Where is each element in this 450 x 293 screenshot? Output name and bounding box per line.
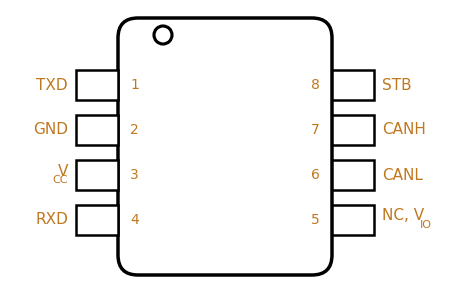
Bar [76, 160, 118, 190]
Text: 3: 3 [130, 168, 139, 182]
Text: STB: STB [382, 78, 412, 93]
Text: 5: 5 [311, 213, 320, 227]
Text: CC: CC [53, 175, 68, 185]
Text: NC, V: NC, V [382, 209, 424, 224]
Bar [332, 205, 374, 235]
Bar [332, 160, 374, 190]
Text: IO: IO [420, 220, 432, 230]
Text: RXD: RXD [35, 212, 68, 227]
Bar [332, 70, 374, 100]
Bar [76, 205, 118, 235]
Text: CANL: CANL [382, 168, 423, 183]
Circle shape [154, 26, 172, 44]
Text: 2: 2 [130, 123, 139, 137]
Text: GND: GND [33, 122, 68, 137]
FancyBboxPatch shape [118, 18, 332, 275]
Text: 7: 7 [311, 123, 320, 137]
Bar [332, 115, 374, 145]
Text: 4: 4 [130, 213, 139, 227]
Text: CANH: CANH [382, 122, 426, 137]
Text: 6: 6 [311, 168, 320, 182]
Text: 8: 8 [311, 78, 320, 92]
Text: TXD: TXD [36, 78, 68, 93]
Bar [76, 70, 118, 100]
Bar [76, 115, 118, 145]
Text: V: V [58, 163, 68, 178]
Text: 1: 1 [130, 78, 139, 92]
